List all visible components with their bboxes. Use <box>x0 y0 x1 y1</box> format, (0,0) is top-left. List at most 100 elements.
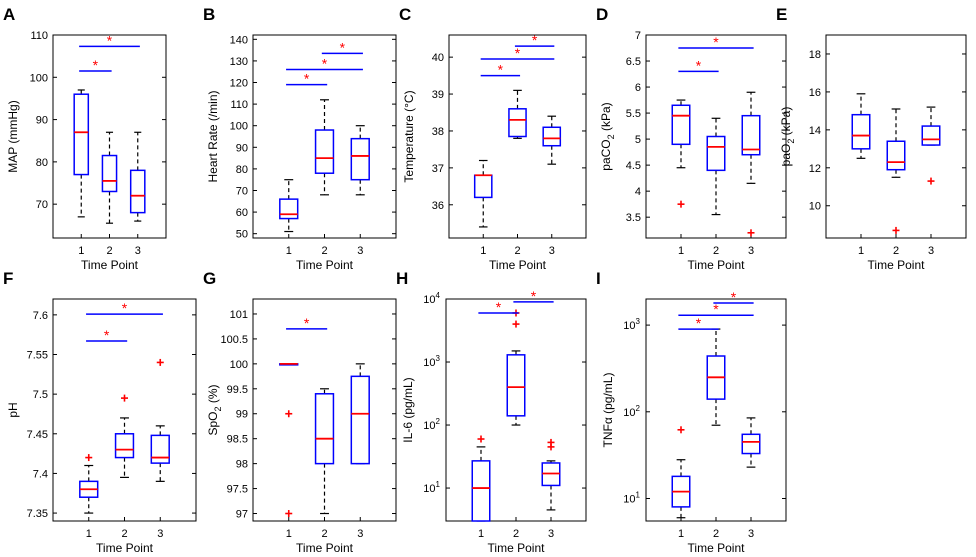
y-tick-label: 7.5 <box>33 389 48 401</box>
y-tick-label: 50 <box>236 229 248 241</box>
box-group <box>851 93 871 159</box>
iqr-box <box>921 125 941 146</box>
x-tick-label: 1 <box>480 245 486 257</box>
y-tick-label: 7.4 <box>33 468 48 480</box>
outlier-marker <box>677 426 685 434</box>
significance-star: * <box>122 300 128 316</box>
box-group <box>741 417 761 468</box>
outlier-marker <box>477 435 485 443</box>
iqr-box <box>314 393 335 465</box>
y-tick-label: 110 <box>230 99 248 111</box>
y-axis-label: pH <box>6 402 20 417</box>
y-axis-label: MAP (mmHg) <box>6 100 20 172</box>
y-tick-label: 103 <box>623 317 640 332</box>
y-tick-label: 102 <box>423 417 440 432</box>
x-tick-label: 3 <box>157 528 163 540</box>
axes-frame <box>52 298 197 522</box>
y-tick-label: 70 <box>36 199 48 211</box>
y-tick-label: 100 <box>230 121 248 133</box>
y-tick-label: 38 <box>432 126 444 138</box>
outlier-marker <box>285 510 293 518</box>
y-tick-label: 18 <box>809 49 821 61</box>
x-axis-label: Time Point <box>96 541 154 555</box>
box-group <box>314 388 335 515</box>
x-tick-label: 1 <box>478 528 484 540</box>
iqr-box <box>671 104 691 146</box>
box-group <box>741 91 761 237</box>
x-tick-label: 2 <box>514 245 520 257</box>
axes-frame <box>825 34 967 239</box>
significance-star: * <box>496 299 502 315</box>
y-tick-label: 80 <box>236 164 248 176</box>
y-tick-label: 37 <box>432 163 444 175</box>
y-tick-label: 7.55 <box>27 350 48 362</box>
y-tick-label: 97.5 <box>227 484 248 496</box>
outlier-marker <box>927 177 935 185</box>
y-tick-label: 70 <box>236 185 248 197</box>
significance-star: * <box>498 62 504 78</box>
y-tick-label: 110 <box>30 30 48 42</box>
iqr-box <box>350 137 370 181</box>
significance-star: * <box>531 288 537 304</box>
y-axis-label: Temperature (°C) <box>402 90 416 182</box>
y-tick-label: 5 <box>635 134 641 146</box>
y-tick-label: 80 <box>36 157 48 169</box>
iqr-box <box>706 135 726 172</box>
iqr-box <box>508 108 527 138</box>
box-group <box>150 358 170 482</box>
iqr-box <box>741 114 761 156</box>
x-tick-label: 1 <box>678 528 684 540</box>
panel-letter: H <box>396 269 408 288</box>
significance-star: * <box>696 57 702 73</box>
outlier-marker <box>85 454 93 462</box>
x-axis-label: Time Point <box>296 258 354 272</box>
iqr-box <box>471 460 491 522</box>
y-tick-label: 120 <box>230 78 248 90</box>
x-tick-label: 1 <box>286 245 292 257</box>
iqr-box <box>473 174 493 199</box>
y-tick-label: 39 <box>432 89 444 101</box>
iqr-box <box>741 433 761 455</box>
box-group <box>279 179 299 233</box>
outlier-marker <box>547 438 555 446</box>
box-group <box>671 426 691 519</box>
x-tick-label: 2 <box>121 528 127 540</box>
box-group <box>279 362 299 518</box>
y-tick-label: 40 <box>432 52 444 64</box>
iqr-box <box>350 375 370 465</box>
panel-letter: I <box>596 269 601 288</box>
box-group <box>473 159 493 228</box>
x-axis-label: Time Point <box>296 541 354 555</box>
x-tick-label: 1 <box>86 528 92 540</box>
y-tick-label: 4.5 <box>626 160 641 172</box>
significance-star: * <box>304 71 310 87</box>
significance-star: * <box>532 32 538 48</box>
y-tick-label: 90 <box>236 142 248 154</box>
y-tick-label: 7 <box>635 30 641 42</box>
box-group <box>79 454 99 514</box>
x-tick-label: 3 <box>548 528 554 540</box>
box-group <box>114 394 135 478</box>
panel-letter: A <box>3 5 15 24</box>
x-tick-label: 1 <box>678 245 684 257</box>
y-tick-label: 102 <box>623 404 640 419</box>
y-tick-label: 98.5 <box>227 434 248 446</box>
box-group <box>350 363 370 465</box>
box-group <box>706 117 726 216</box>
y-tick-label: 7.35 <box>27 508 48 520</box>
y-tick-label: 101 <box>423 480 440 495</box>
significance-star: * <box>304 315 310 331</box>
x-axis-label: Time Point <box>489 258 547 272</box>
panel-letter: G <box>203 269 216 288</box>
x-tick-label: 1 <box>858 245 864 257</box>
x-tick-label: 3 <box>135 245 141 257</box>
outlier-marker <box>677 200 685 208</box>
